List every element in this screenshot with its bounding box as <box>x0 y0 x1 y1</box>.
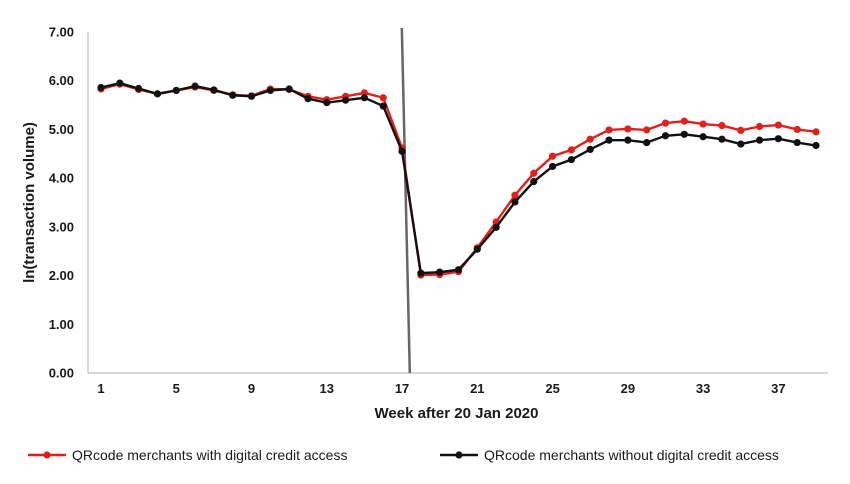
data-point <box>492 223 500 231</box>
data-point <box>229 91 237 99</box>
data-point <box>793 138 801 147</box>
data-point <box>793 125 801 134</box>
data-point <box>699 120 707 128</box>
legend-item-1: QRcode merchants with digital credit acc… <box>28 447 347 463</box>
data-point <box>417 269 425 277</box>
x-tick-label: 13 <box>320 381 334 396</box>
x-tick-label: 1 <box>97 381 104 396</box>
data-point <box>680 117 688 125</box>
data-point <box>643 138 651 147</box>
series-2 <box>97 79 820 277</box>
data-point <box>210 86 218 94</box>
data-point <box>135 84 143 93</box>
data-point <box>247 92 256 100</box>
data-point <box>116 79 124 87</box>
legend-label: QRcode merchants without digital credit … <box>484 447 779 463</box>
data-point <box>567 146 575 154</box>
x-tick-label: 5 <box>173 381 180 396</box>
legend: QRcode merchants with digital credit acc… <box>28 447 779 463</box>
data-point <box>511 198 519 206</box>
data-point <box>737 140 745 148</box>
x-tick-label: 25 <box>545 381 559 396</box>
y-axis-title: ln(transaction volume) <box>21 122 38 283</box>
data-point <box>304 95 312 103</box>
data-point <box>323 99 331 107</box>
data-point <box>680 130 688 138</box>
data-point <box>398 147 406 155</box>
data-point <box>567 156 575 164</box>
legend-label: QRcode merchants with digital credit acc… <box>72 447 347 463</box>
data-point <box>605 136 613 144</box>
data-point <box>530 177 538 186</box>
data-point <box>285 85 293 93</box>
data-point <box>774 135 782 143</box>
data-point <box>812 141 820 150</box>
data-point <box>454 266 463 274</box>
data-point <box>97 83 105 92</box>
x-tick-label: 37 <box>771 381 785 396</box>
data-point <box>624 125 632 133</box>
y-tick-label: 4.00 <box>49 171 74 186</box>
x-tick-label: 9 <box>248 381 255 396</box>
x-tick-label: 21 <box>470 381 484 396</box>
series-line <box>100 82 817 277</box>
data-point <box>511 191 519 199</box>
data-point <box>379 102 387 110</box>
vertical-marker-line <box>400 27 412 374</box>
data-point <box>624 136 632 144</box>
data-point <box>436 268 444 276</box>
data-point <box>643 126 651 134</box>
data-point <box>548 152 557 160</box>
legend-swatch-marker <box>455 451 463 459</box>
series-1 <box>97 80 820 279</box>
data-point <box>191 82 199 90</box>
data-point <box>774 121 782 129</box>
data-point <box>586 145 594 154</box>
y-tick-label: 7.00 <box>49 25 74 40</box>
x-tick-label: 29 <box>621 381 635 396</box>
data-point <box>473 245 481 253</box>
y-tick-label: 2.00 <box>49 268 74 283</box>
data-point <box>342 96 350 104</box>
data-point <box>718 121 726 130</box>
x-axis-title: Week after 20 Jan 2020 <box>375 405 539 422</box>
data-point <box>755 136 764 144</box>
series-line <box>100 81 817 275</box>
data-point <box>737 126 745 135</box>
data-point <box>718 135 726 143</box>
legend-swatch-marker <box>43 451 51 459</box>
series-layer <box>97 79 820 279</box>
y-tick-label: 6.00 <box>49 73 74 88</box>
data-point <box>153 90 162 98</box>
data-point <box>548 162 557 171</box>
data-point <box>699 133 707 141</box>
y-tick-label: 0.00 <box>49 366 74 381</box>
data-point <box>661 132 670 140</box>
data-point <box>379 94 387 102</box>
data-point <box>755 122 764 131</box>
x-axis-ticks: 1 5 9 13 17 21 25 29 33 37 <box>97 381 785 396</box>
y-tick-label: 5.00 <box>49 122 74 137</box>
data-point <box>360 94 369 102</box>
data-point <box>661 119 670 127</box>
x-tick-label: 17 <box>395 381 409 396</box>
data-point <box>586 135 594 143</box>
data-point <box>812 128 820 136</box>
legend-item-2: QRcode merchants without digital credit … <box>440 447 779 463</box>
data-point <box>530 169 538 177</box>
data-point <box>172 86 180 95</box>
x-tick-label: 33 <box>696 381 710 396</box>
data-point <box>605 126 613 134</box>
data-point <box>266 86 274 95</box>
y-axis-ticks: 0.00 1.00 2.00 3.00 4.00 5.00 6.00 7.00 <box>49 25 74 381</box>
y-tick-label: 1.00 <box>49 317 74 332</box>
y-tick-label: 3.00 <box>49 219 74 234</box>
